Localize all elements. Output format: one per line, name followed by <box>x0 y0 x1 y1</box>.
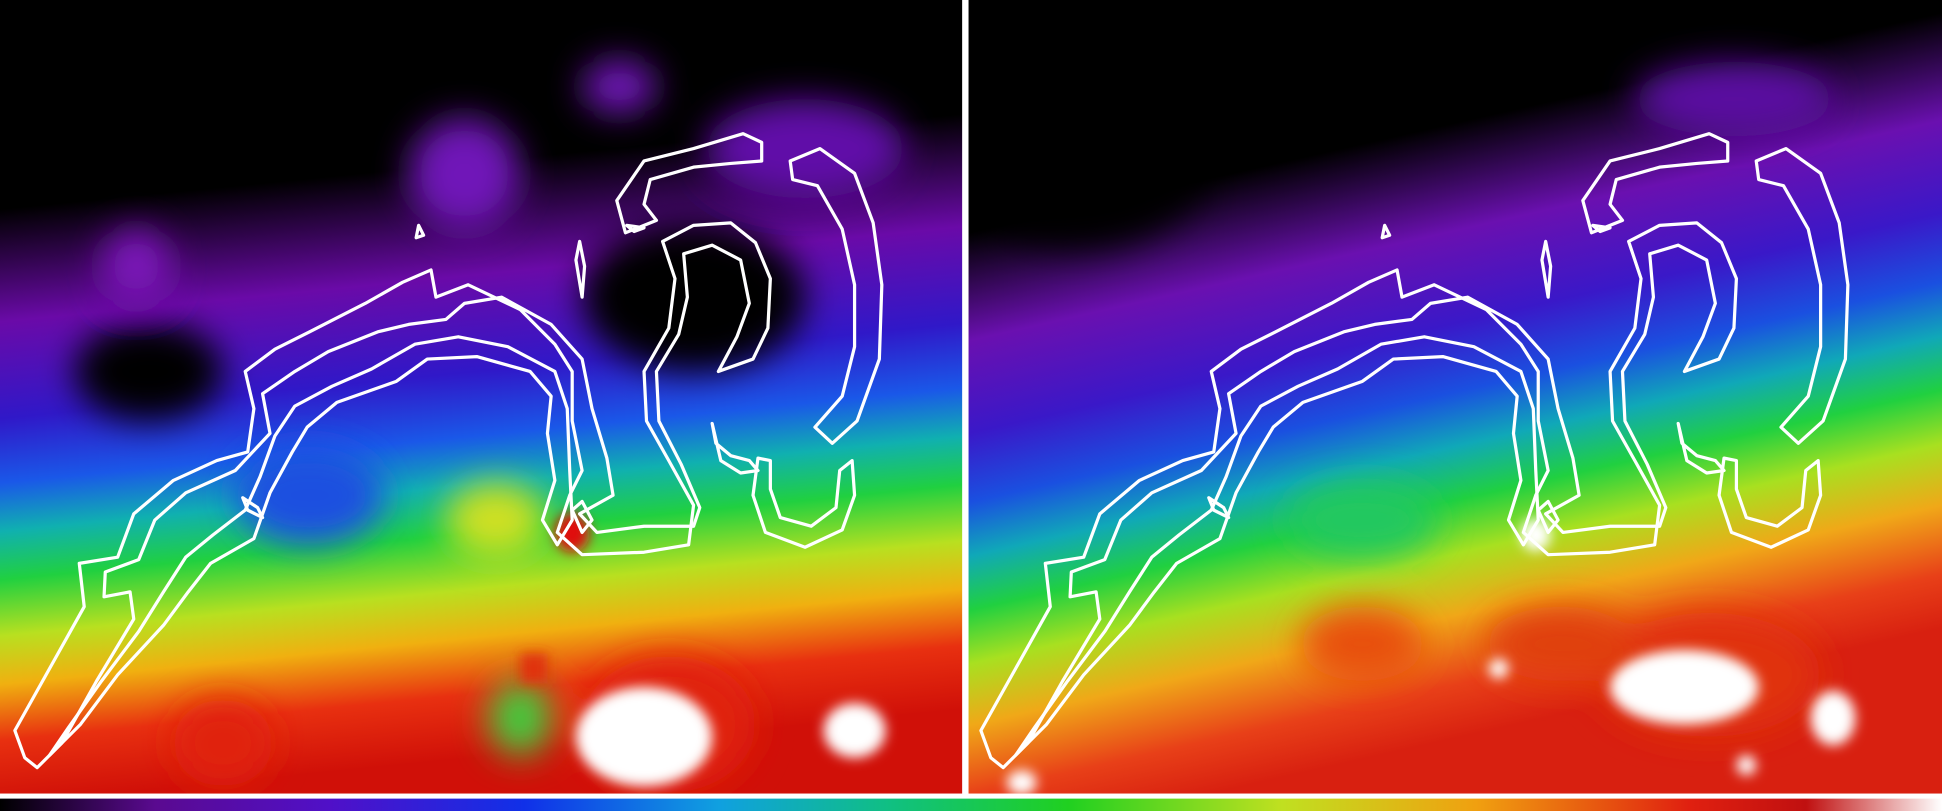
divider <box>962 0 968 799</box>
colorbar <box>0 799 1942 811</box>
figure <box>0 0 1942 811</box>
page: Image {} html, body { margin: 0; padding… <box>0 0 1942 811</box>
left-panel <box>0 0 962 794</box>
right-panel <box>941 0 1942 795</box>
page-body <box>0 0 1942 811</box>
